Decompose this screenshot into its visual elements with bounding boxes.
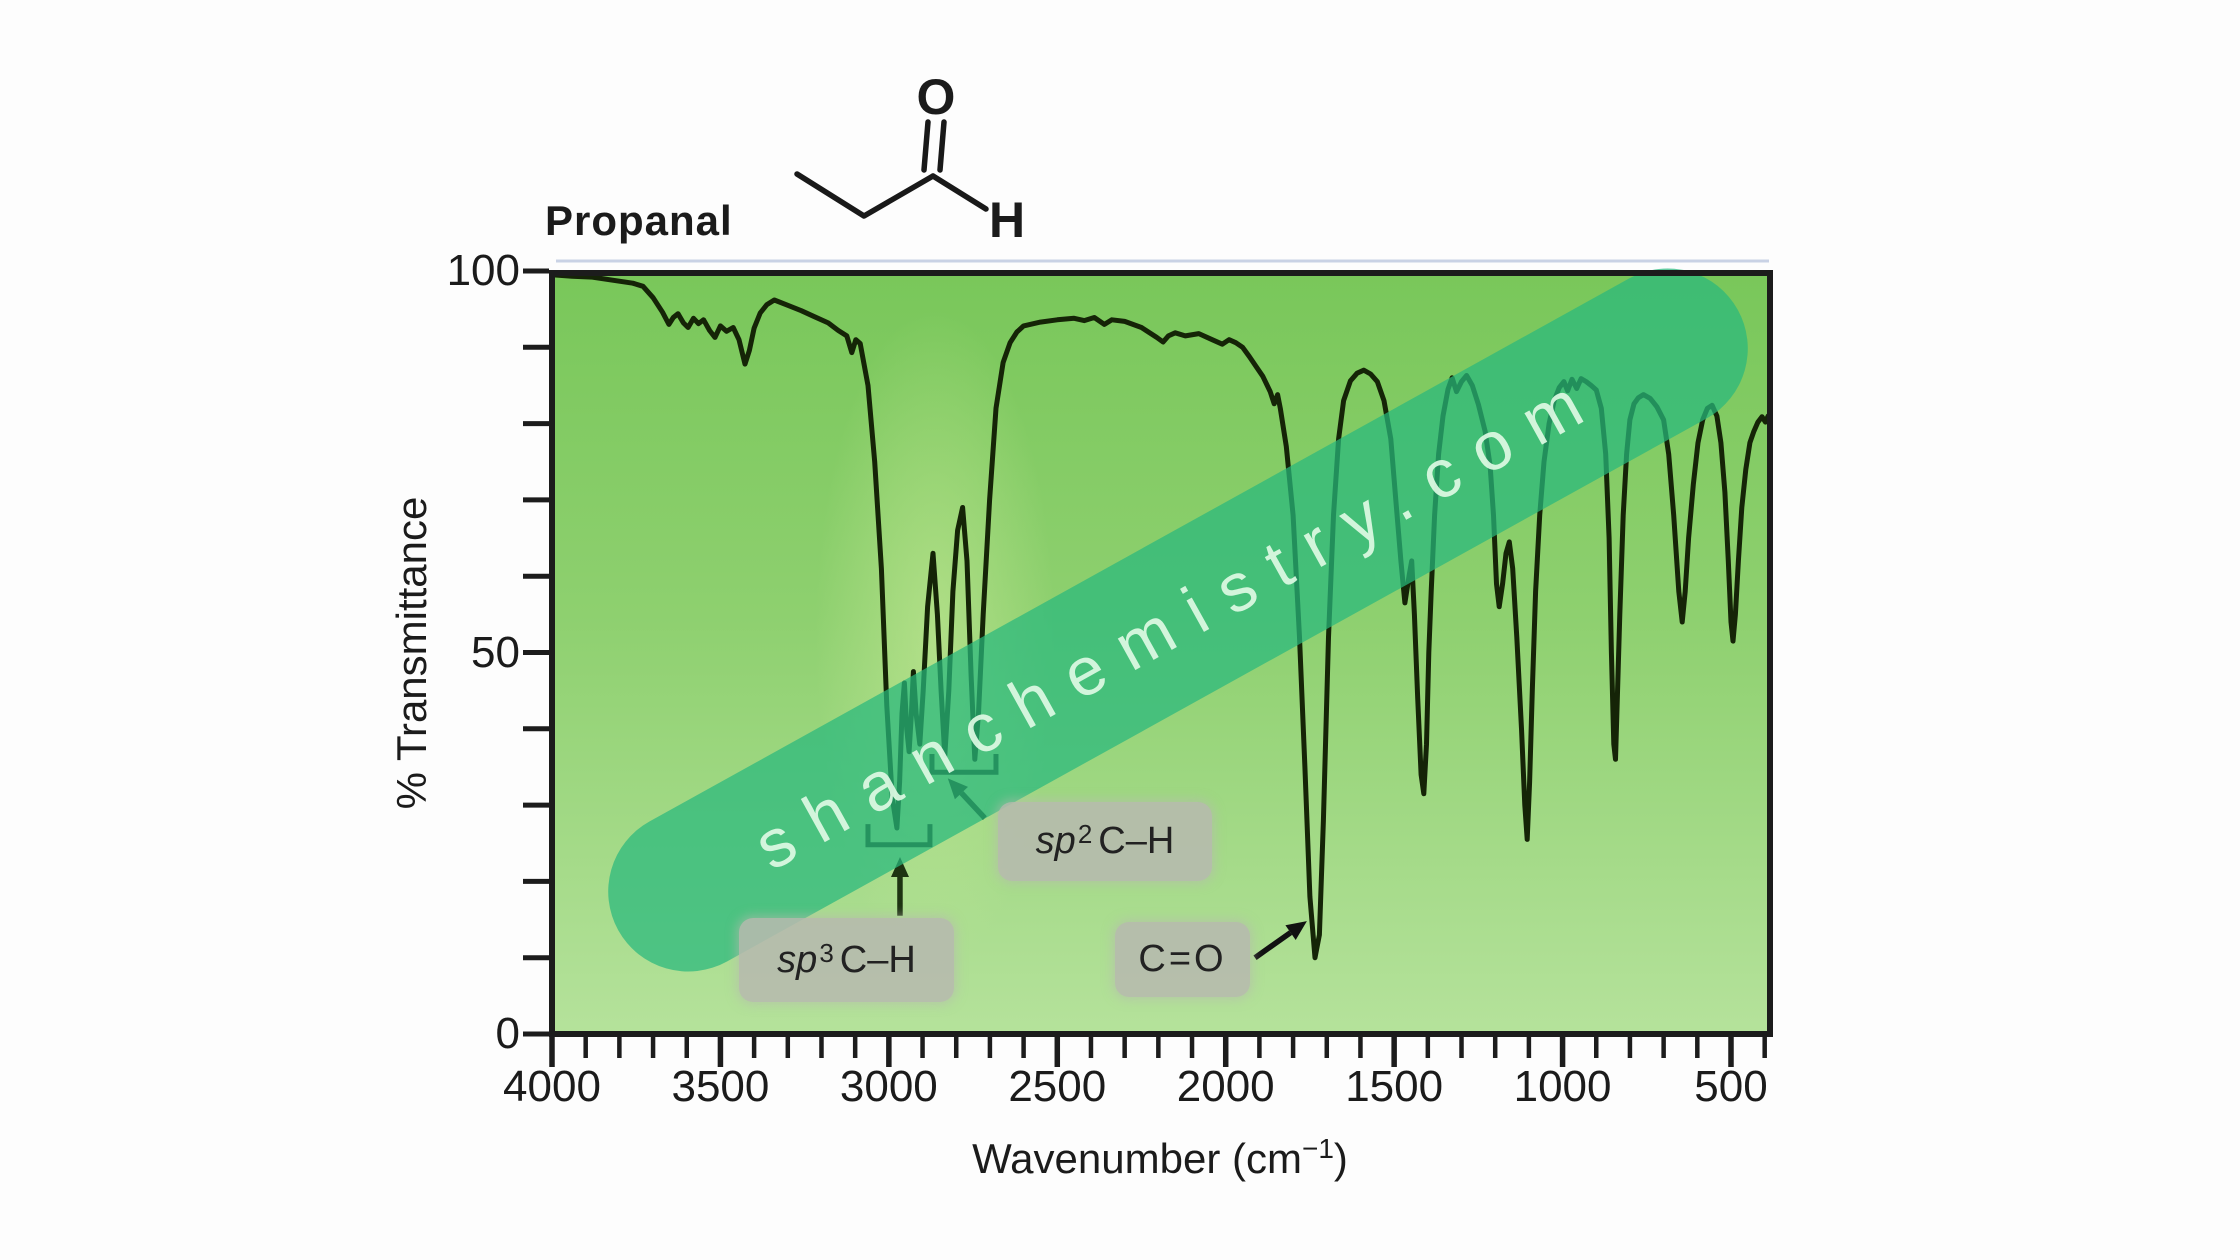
x-tick-label: 4000	[503, 1062, 601, 1111]
plot-border	[549, 270, 1773, 1037]
sp3-superscript: 3	[819, 937, 834, 968]
x-tick-label: 3000	[839, 1062, 938, 1111]
sp2-italic: sp	[1035, 820, 1076, 862]
sp2-ch-annotation: sp 2 C–H	[998, 802, 1212, 881]
x-axis-label-text: Wavenumber (cm	[972, 1135, 1302, 1182]
spectrum-curve	[549, 272, 1772, 961]
oxygen-atom-label: O	[916, 69, 956, 125]
molecule-carbon-chain-bond	[794, 171, 936, 219]
co-arrow-head	[1285, 921, 1307, 940]
carbonyl-text: C=O	[1138, 938, 1227, 980]
x-tick-label: 3500	[671, 1062, 770, 1111]
x-axis-label: Wavenumber (cm−1)	[972, 1133, 1348, 1183]
page-title: Propanal	[545, 197, 733, 244]
x-tick-label: 1500	[1345, 1062, 1444, 1111]
sp3-text: C–H	[839, 938, 916, 981]
molecule-ch-bond	[930, 173, 989, 212]
sp3-arrow-head	[891, 857, 909, 877]
sp3-italic: sp	[777, 938, 818, 981]
hydrogen-atom-label: H	[988, 192, 1026, 248]
y-tick-label: 50	[471, 627, 520, 677]
carbonyl-annotation: C=O	[1115, 922, 1250, 997]
sp3-ch-annotation: sp 3 C–H	[739, 918, 954, 1002]
y-tick-label: 100	[446, 246, 520, 295]
x-axis-label-superscript: −1	[1301, 1133, 1334, 1164]
x-tick-label: 2000	[1176, 1062, 1275, 1111]
molecule-co-double-bond-2	[937, 119, 947, 173]
y-tick-label: 0	[495, 1009, 520, 1058]
x-tick-label: 1000	[1513, 1062, 1612, 1111]
molecule-co-double-bond-1	[921, 119, 931, 173]
co-arrow	[1253, 930, 1293, 960]
watermark-band	[608, 268, 1748, 972]
x-axis-label-close: )	[1333, 1135, 1348, 1182]
x-tick-label: 2500	[1008, 1062, 1107, 1111]
x-tick-label: 500	[1694, 1062, 1768, 1111]
y-axis-label: % Transmittance	[388, 496, 435, 810]
sp2-text: C–H	[1098, 820, 1175, 862]
sp2-superscript: 2	[1077, 819, 1093, 849]
